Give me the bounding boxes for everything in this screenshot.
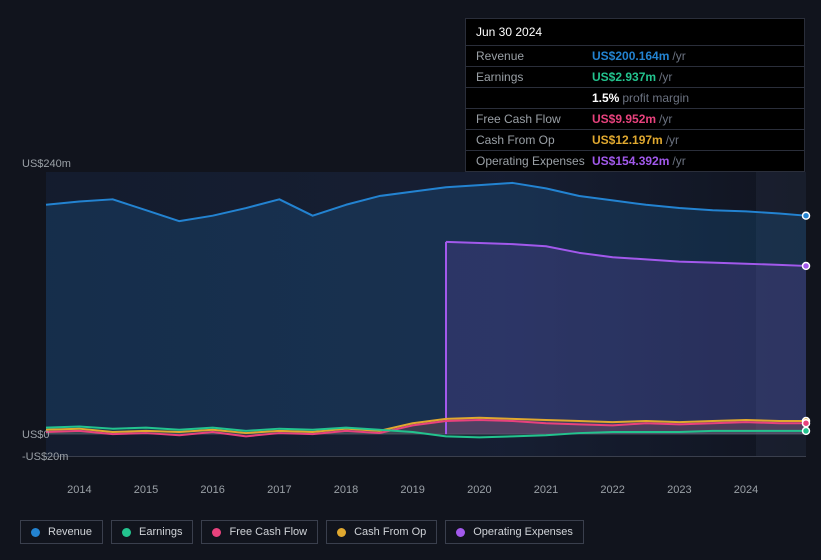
tooltip-row: Free Cash FlowUS$9.952m/yr — [466, 109, 804, 130]
legend-label: Operating Expenses — [473, 526, 573, 538]
legend-item-operating-expenses[interactable]: Operating Expenses — [445, 520, 584, 544]
tooltip-row-label: Free Cash Flow — [476, 112, 592, 126]
legend-swatch — [456, 528, 465, 537]
legend-item-free-cash-flow[interactable]: Free Cash Flow — [201, 520, 318, 544]
tooltip-row-value: US$200.164m — [592, 49, 669, 63]
tooltip-row-suffix: /yr — [659, 112, 672, 126]
tooltip-row-suffix: profit margin — [622, 91, 689, 105]
x-tick: 2023 — [667, 484, 691, 496]
y-axis-min: -US$20m — [22, 451, 68, 463]
tooltip-row-value: 1.5% — [592, 91, 619, 105]
tooltip-row-label: Revenue — [476, 49, 592, 63]
tooltip-row-suffix: /yr — [666, 133, 679, 147]
tooltip-row: 1.5%profit margin — [466, 88, 804, 109]
tooltip-row-suffix: /yr — [672, 49, 685, 63]
tooltip-row-label: Cash From Op — [476, 133, 592, 147]
x-tick: 2015 — [134, 484, 158, 496]
tooltip-row: Operating ExpensesUS$154.392m/yr — [466, 151, 804, 171]
legend-swatch — [212, 528, 221, 537]
tooltip-row-label: Operating Expenses — [476, 154, 592, 168]
legend-label: Cash From Op — [354, 526, 426, 538]
legend-swatch — [337, 528, 346, 537]
x-tick: 2019 — [400, 484, 424, 496]
legend-label: Free Cash Flow — [229, 526, 307, 538]
legend-item-cash-from-op[interactable]: Cash From Op — [326, 520, 437, 544]
tooltip-row-suffix: /yr — [672, 154, 685, 168]
tooltip-row-value: US$2.937m — [592, 70, 656, 84]
x-tick: 2017 — [267, 484, 291, 496]
legend-swatch — [122, 528, 131, 537]
y-axis-zero: US$0 — [22, 429, 50, 441]
tooltip-row: EarningsUS$2.937m/yr — [466, 67, 804, 88]
chart-legend: Revenue Earnings Free Cash Flow Cash From O… — [20, 520, 584, 544]
tooltip-row: RevenueUS$200.164m/yr — [466, 46, 804, 67]
x-tick: 2021 — [534, 484, 558, 496]
tooltip-title: Jun 30 2024 — [466, 19, 804, 46]
y-axis-max: US$240m — [22, 158, 71, 170]
tooltip-row-value: US$9.952m — [592, 112, 656, 126]
x-tick: 2018 — [334, 484, 358, 496]
x-tick: 2016 — [200, 484, 224, 496]
tooltip-row-value: US$12.197m — [592, 133, 663, 147]
legend-label: Revenue — [48, 526, 92, 538]
legend-item-revenue[interactable]: Revenue — [20, 520, 103, 544]
financials-chart: US$240m US$0 -US$20m 2014 2015 2016 2017 201… — [18, 158, 806, 498]
tooltip-row-value: US$154.392m — [592, 154, 669, 168]
chart-tooltip: Jun 30 2024 RevenueUS$200.164m/yrEarning… — [465, 18, 805, 172]
legend-label: Earnings — [139, 526, 182, 538]
tooltip-row: Cash From OpUS$12.197m/yr — [466, 130, 804, 151]
tooltip-row-label: Earnings — [476, 70, 592, 84]
x-tick: 2022 — [600, 484, 624, 496]
x-tick: 2024 — [734, 484, 758, 496]
legend-swatch — [31, 528, 40, 537]
plot-area[interactable] — [46, 172, 806, 457]
legend-item-earnings[interactable]: Earnings — [111, 520, 193, 544]
x-tick: 2020 — [467, 484, 491, 496]
tooltip-row-suffix: /yr — [659, 70, 672, 84]
x-tick: 2014 — [67, 484, 91, 496]
